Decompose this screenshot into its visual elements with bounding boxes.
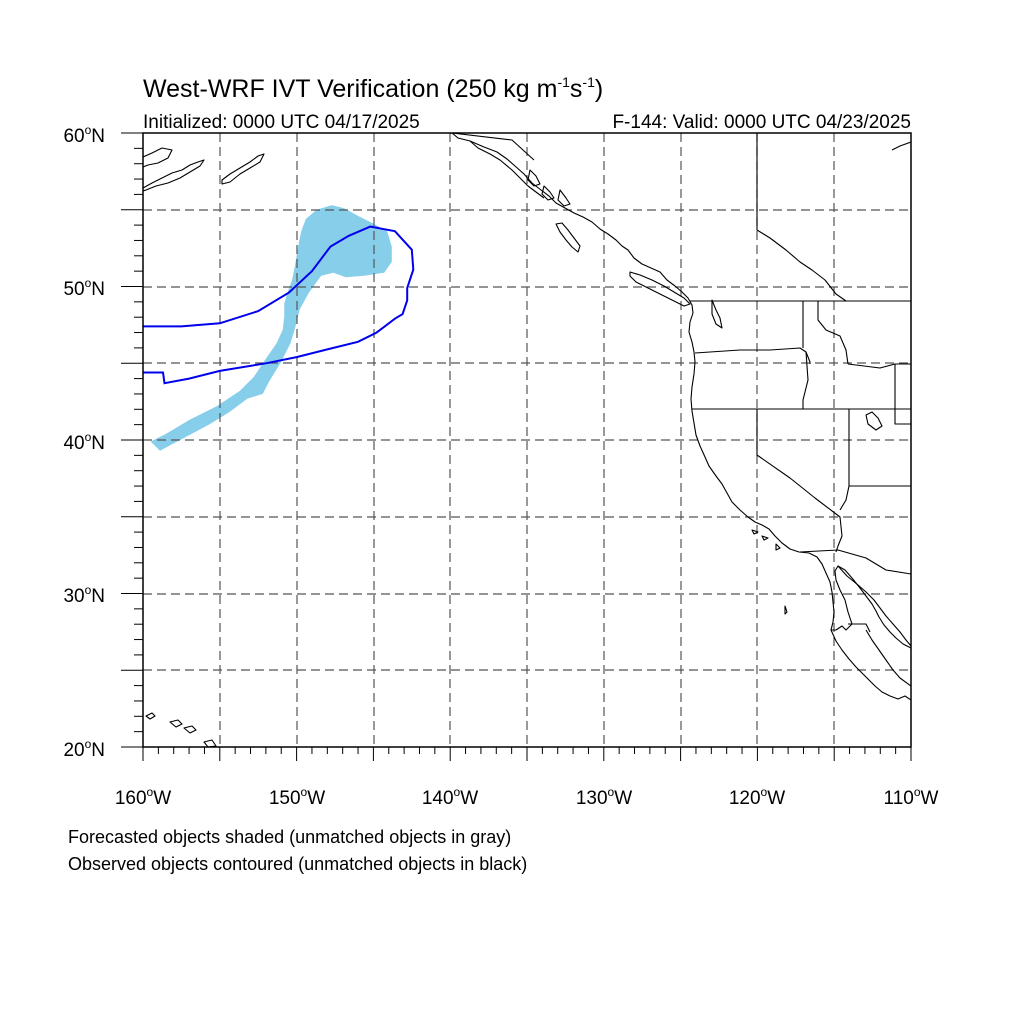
lon-label-120w: 120oW <box>729 785 785 809</box>
coastline-layer <box>143 133 911 747</box>
lat-label-20: 20oN <box>63 737 105 761</box>
longitude-labels: 160oW 150oW 140oW 130oW 120oW 110oW <box>115 785 939 809</box>
us-mexico-border <box>799 549 911 575</box>
channel-islands <box>751 529 781 551</box>
map-panel <box>121 132 912 761</box>
observed-legend-note: Observed objects contoured (unmatched ob… <box>68 854 527 874</box>
wyoming-box <box>894 364 911 425</box>
oregon-idaho-border <box>802 351 809 409</box>
mexico-mainland-coast <box>837 565 911 647</box>
utah-nevada-border <box>839 409 850 511</box>
southeast-alaska-coast <box>469 140 545 199</box>
great-salt-lake <box>865 411 883 431</box>
sinaloa-coast <box>865 629 911 687</box>
alexander-islands <box>527 169 571 207</box>
figure-title: West-WRF IVT Verification (250 kg m-1s-1… <box>143 74 603 103</box>
lon-label-150w: 150oW <box>269 785 325 809</box>
haida-gwaii <box>555 222 581 253</box>
lon-label-140w: 140oW <box>422 785 478 809</box>
forecast-legend-note: Forecasted objects shaded (unmatched obj… <box>68 827 511 847</box>
guadalupe-island <box>784 605 788 615</box>
alaska-peninsula-islands <box>221 153 265 185</box>
montana-border <box>847 363 911 369</box>
vancouver-island <box>629 271 691 307</box>
baja-peninsula <box>830 629 911 701</box>
valid-time-label: F-144: Valid: 0000 UTC 04/23/2025 <box>612 112 911 133</box>
lon-label-110w: 110oW <box>884 785 939 809</box>
hudson-bay-edge <box>891 141 911 151</box>
forecast-objects-layer <box>150 205 392 451</box>
alaska-canada-border <box>451 133 535 161</box>
lat-label-50: 50oN <box>63 276 105 300</box>
kodiak-island <box>143 159 205 192</box>
latitude-labels: 60oN 50oN 40oN 30oN 20oN <box>63 123 105 761</box>
lat-label-40: 40oN <box>63 430 105 454</box>
observed-object-contour <box>143 225 415 385</box>
puget-sound <box>711 299 723 329</box>
washington-oregon-border <box>694 347 811 364</box>
lat-label-30: 30oN <box>63 583 105 607</box>
map-frame <box>142 132 912 748</box>
observed-objects-layer <box>143 225 415 385</box>
init-time-label: Initialized: 0000 UTC 04/17/2025 <box>143 112 420 133</box>
hawaii-islands <box>145 712 217 747</box>
lat-label-60: 60oN <box>63 123 105 147</box>
lon-label-130w: 130oW <box>576 785 632 809</box>
idaho-border <box>802 301 849 365</box>
lon-label-160w: 160oW <box>115 785 171 809</box>
pacific-coastline <box>451 133 911 649</box>
sonora-border <box>848 623 871 633</box>
california-nevada-border <box>756 409 843 553</box>
bc-alberta-border <box>756 133 847 302</box>
forecast-object-shading <box>150 205 392 451</box>
graticule <box>143 133 911 747</box>
alaska-coast <box>143 147 173 168</box>
axis-ticks <box>121 132 912 761</box>
